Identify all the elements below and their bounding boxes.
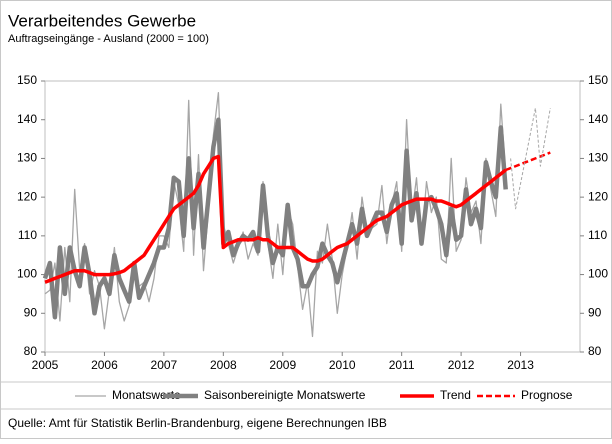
y-tick-label-right: 130: [588, 151, 608, 165]
x-tick-label: 2008: [210, 358, 237, 372]
x-tick-label: 2013: [507, 358, 534, 372]
legend-label: Monatswerte: [112, 388, 181, 402]
y-tick-label: 90: [24, 305, 38, 319]
y-tick-label: 80: [24, 344, 38, 358]
y-tick-label: 130: [17, 151, 37, 165]
x-tick-label: 2007: [151, 358, 178, 372]
y-tick-label-right: 110: [588, 228, 607, 242]
y-tick-label: 110: [18, 228, 37, 242]
series-line: [505, 151, 551, 172]
x-tick-label: 2011: [389, 358, 415, 372]
legend-label: Trend: [440, 388, 471, 402]
plot-area: [44, 80, 581, 353]
y-tick-label: 100: [17, 267, 37, 281]
y-tick-label: 120: [17, 189, 37, 203]
legend-label: Saisonbereinigte Monatswerte: [204, 388, 366, 402]
source: Quelle: Amt für Statistik Berlin-Branden…: [8, 416, 387, 430]
y-tick-label-right: 150: [588, 73, 608, 87]
y-tick-label: 150: [17, 73, 37, 87]
y-tick-label-right: 80: [588, 344, 602, 358]
chart-title: Verarbeitendes Gewerbe: [8, 11, 196, 30]
legend-label: Prognose: [521, 388, 573, 402]
x-tick-label: 2012: [448, 358, 475, 372]
series-line: [510, 107, 551, 210]
x-tick-label: 2006: [91, 358, 118, 372]
y-tick-label-right: 140: [588, 112, 608, 126]
x-tick-label: 2005: [32, 358, 59, 372]
x-tick-label: 2010: [329, 358, 356, 372]
y-tick-label-right: 90: [588, 305, 602, 319]
y-tick-label: 140: [17, 112, 37, 126]
series-line: [44, 154, 507, 284]
chart-subtitle: Auftragseingänge - Ausland (2000 = 100): [8, 33, 209, 45]
y-tick-label-right: 120: [588, 189, 608, 203]
y-tick-label-right: 100: [588, 267, 608, 281]
x-tick-label: 2009: [269, 358, 296, 372]
